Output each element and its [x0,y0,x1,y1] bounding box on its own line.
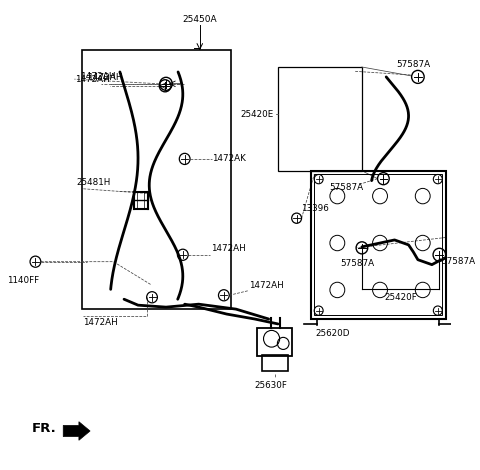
Text: 1472AH: 1472AH [88,73,123,82]
Text: 25420F: 25420F [384,293,417,302]
Text: 1140FF: 1140FF [7,275,39,285]
Text: 1472AK: 1472AK [213,155,246,164]
Text: 57587A: 57587A [442,257,476,266]
Text: 1472AH: 1472AH [250,281,284,290]
Text: 57587A: 57587A [396,60,431,69]
Text: 13396: 13396 [301,204,329,212]
Text: 57587A: 57587A [340,259,374,268]
Text: 1472AH: 1472AH [75,75,110,84]
Bar [257,328,292,356]
Text: 1472AH: 1472AH [211,244,245,253]
Text: 1472AH: 1472AH [81,72,117,81]
Bar [278,67,362,171]
Bar [82,50,231,309]
Text: 25450A: 25450A [182,15,217,24]
Text: 25630F: 25630F [254,381,287,390]
Bar [262,355,288,371]
Text: 57587A: 57587A [330,183,364,192]
Polygon shape [63,422,90,440]
Bar [311,171,446,319]
Text: 1472AH: 1472AH [84,318,118,327]
Text: 25420E: 25420E [240,110,274,119]
Text: 25481H: 25481H [77,179,111,188]
Text: 25620D: 25620D [315,329,349,338]
Text: FR.: FR. [32,422,57,435]
Bar [314,174,442,315]
